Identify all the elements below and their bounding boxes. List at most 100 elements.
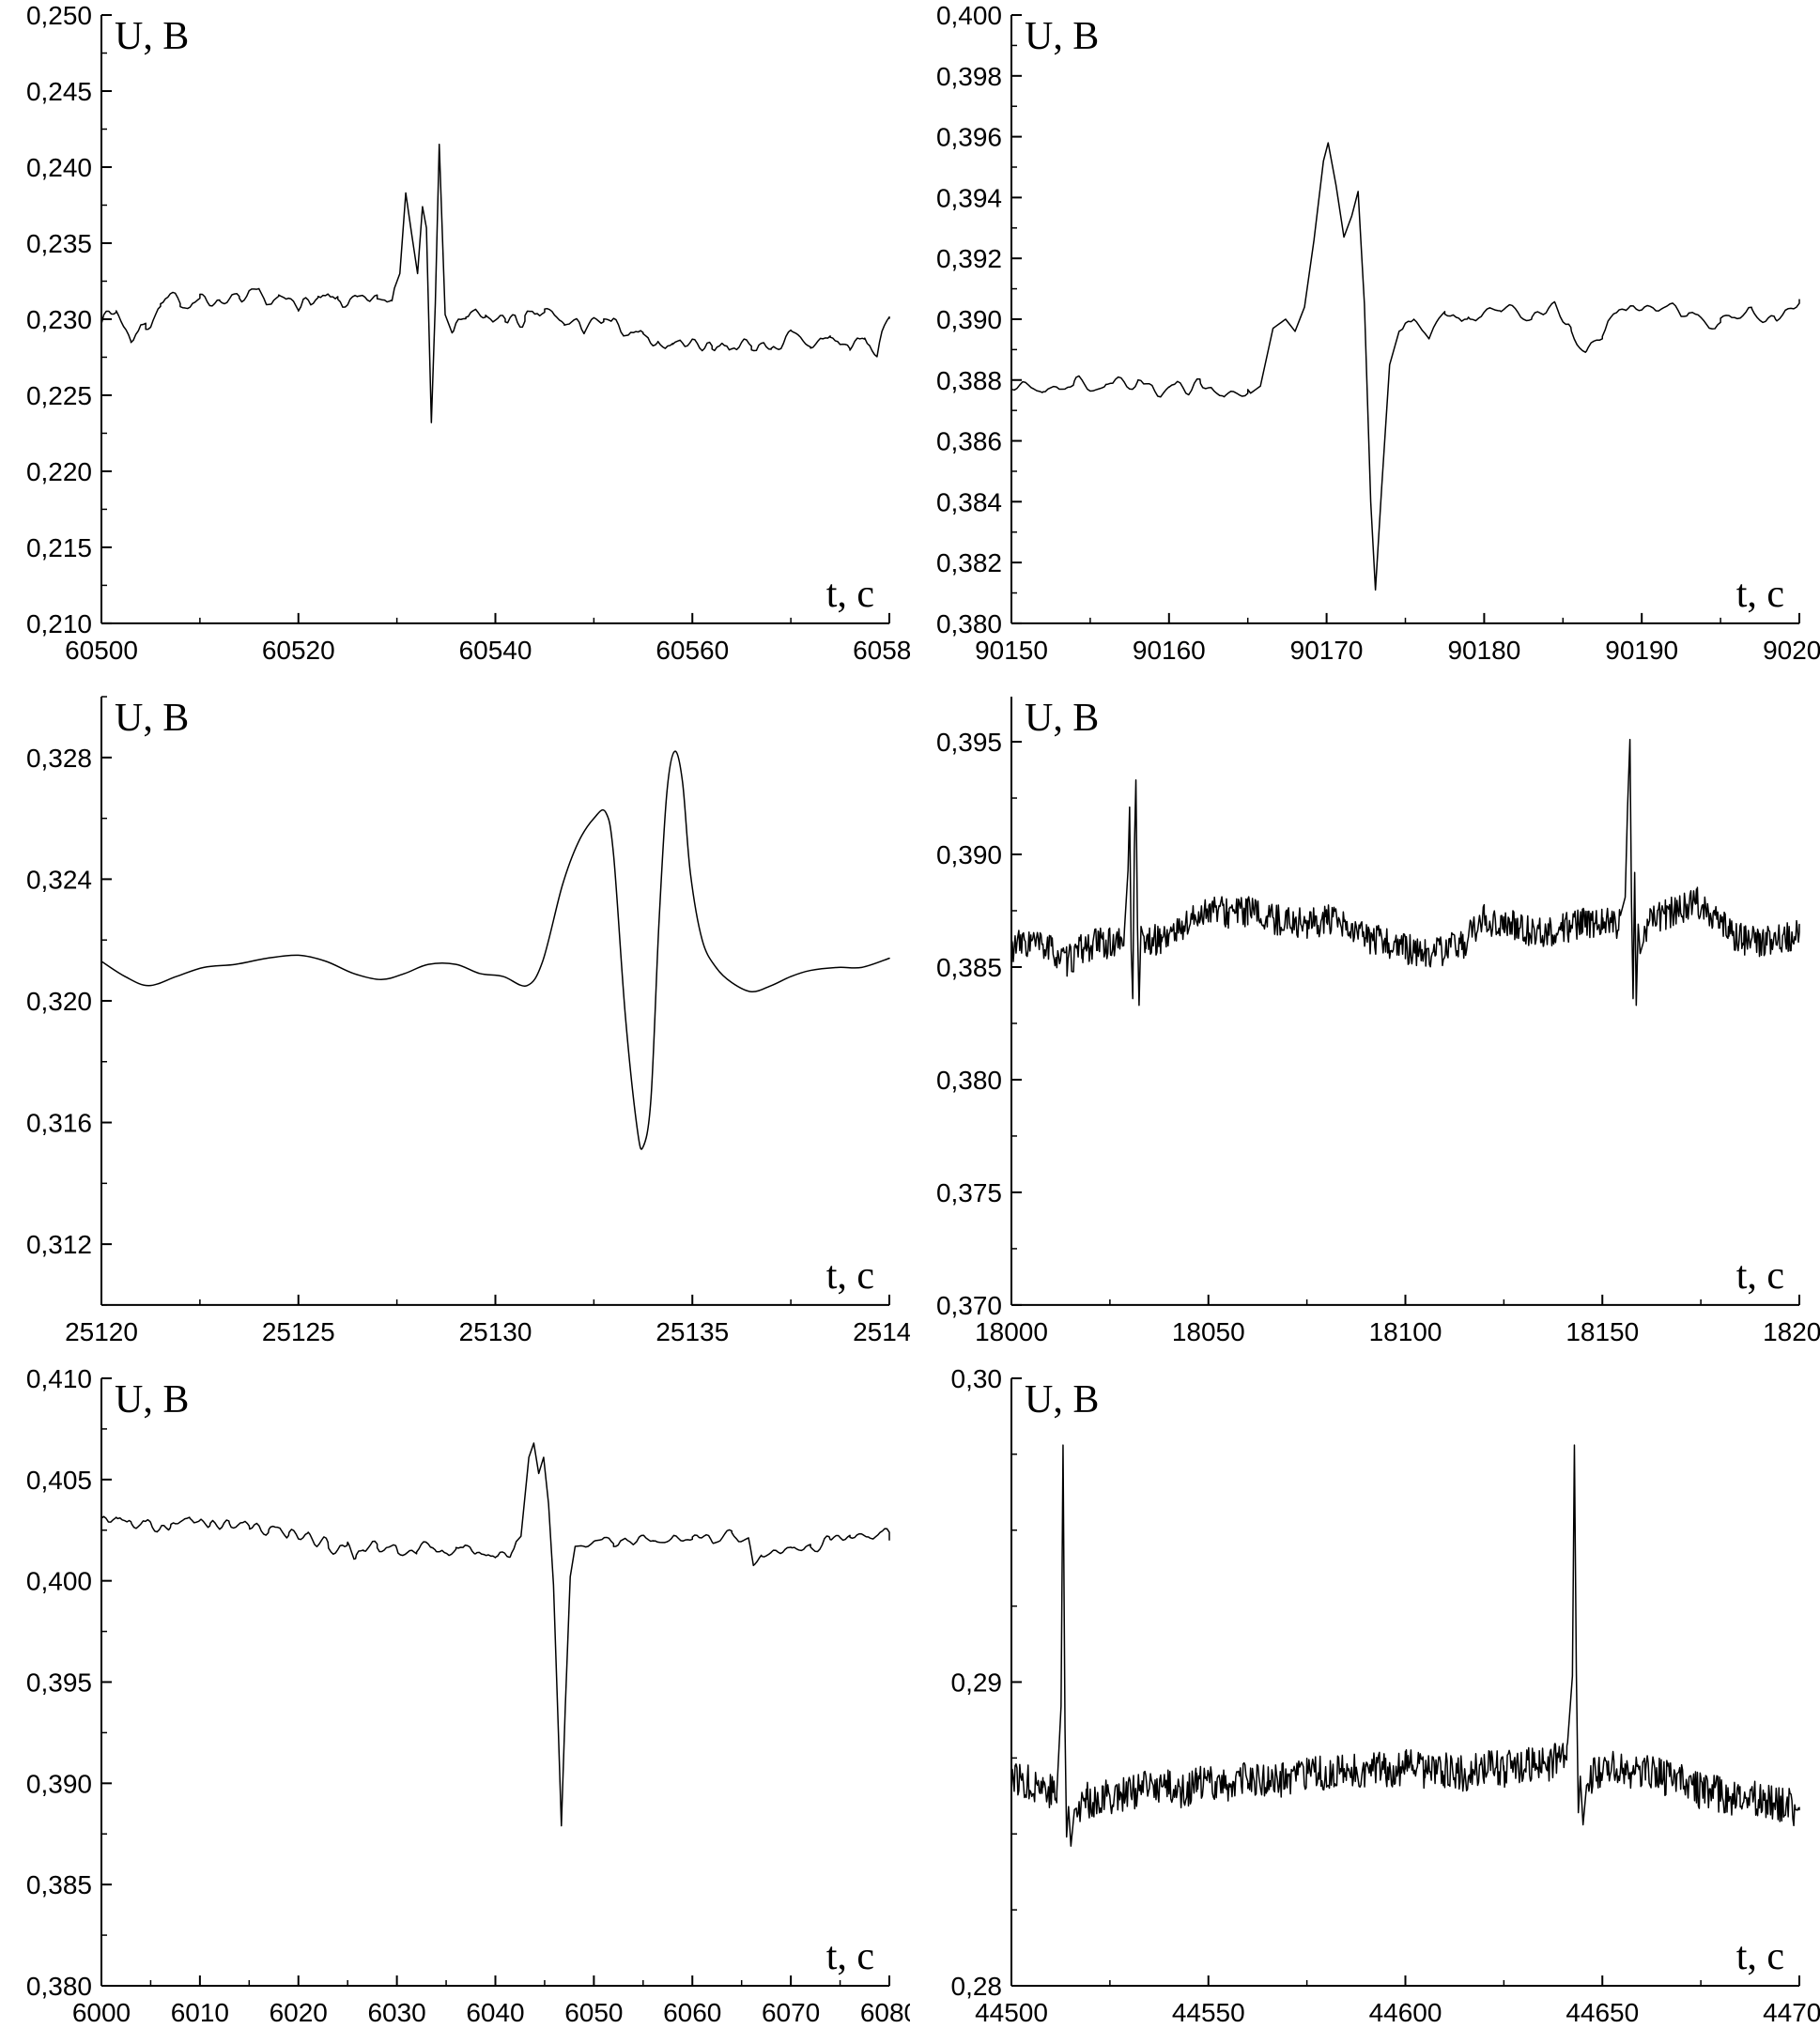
x-tick-label: 60560 [656, 636, 729, 665]
x-axis-title: t, с [826, 573, 874, 616]
x-axis-title: t, с [1736, 573, 1784, 616]
x-tick-label: 44650 [1566, 1998, 1639, 2027]
y-tick-label: 0,230 [26, 305, 92, 334]
y-tick-label: 0,390 [936, 840, 1002, 869]
signal-trace [100, 750, 890, 1150]
y-tick-label: 0,215 [26, 533, 92, 562]
y-tick-label: 0,320 [26, 987, 92, 1016]
x-tick-label: 6040 [466, 1998, 524, 2027]
y-tick-label: 0,324 [26, 865, 92, 894]
y-tick-label: 0,400 [26, 1567, 92, 1596]
x-tick-label: 90180 [1447, 636, 1520, 665]
y-axis-title: U, В [1025, 15, 1099, 58]
y-tick-label: 0,29 [951, 1668, 1003, 1698]
x-tick-label: 25135 [656, 1317, 729, 1346]
x-tick-label: 18000 [975, 1317, 1048, 1346]
y-tick-label: 0,390 [26, 1769, 92, 1798]
y-tick-label: 0,235 [26, 229, 92, 258]
x-tick-label: 90190 [1605, 636, 1678, 665]
y-tick-label: 0,382 [936, 548, 1002, 577]
y-tick-label: 0,240 [26, 153, 92, 182]
x-tick-label: 6070 [762, 1998, 820, 2027]
x-tick-label: 6050 [564, 1998, 623, 2027]
signal-trace [100, 1442, 890, 1827]
y-axis-title: U, В [115, 15, 189, 58]
signal-trace [1010, 142, 1800, 592]
x-tick-label: 6010 [171, 1998, 229, 2027]
x-tick-label: 18150 [1566, 1317, 1639, 1346]
y-tick-label: 0,410 [26, 1364, 92, 1393]
x-tick-label: 44600 [1369, 1998, 1442, 2027]
x-tick-label: 90170 [1290, 636, 1364, 665]
x-tick-label: 6000 [72, 1998, 131, 2027]
y-tick-label: 0,210 [26, 609, 92, 638]
x-tick-label: 6030 [367, 1998, 425, 2027]
y-axis-title: U, В [115, 697, 189, 740]
x-tick-label: 44550 [1172, 1998, 1245, 2027]
y-tick-label: 0,28 [951, 1972, 1003, 2001]
y-tick-label: 0,384 [936, 487, 1002, 516]
x-tick-label: 6060 [663, 1998, 721, 2027]
y-tick-label: 0,385 [936, 953, 1002, 982]
x-tick-label: 60500 [65, 636, 138, 665]
y-tick-label: 0,388 [936, 366, 1002, 395]
x-axis-title: t, с [826, 1254, 874, 1298]
y-tick-label: 0,250 [26, 1, 92, 30]
y-tick-label: 0,385 [26, 1870, 92, 1899]
x-tick-label: 18050 [1172, 1317, 1245, 1346]
y-tick-label: 0,380 [936, 609, 1002, 638]
x-tick-label: 44500 [975, 1998, 1048, 2027]
y-tick-label: 0,220 [26, 457, 92, 486]
x-tick-label: 25130 [459, 1317, 532, 1346]
y-tick-label: 0,395 [26, 1668, 92, 1698]
x-tick-label: 90150 [975, 636, 1048, 665]
x-tick-label: 60540 [459, 636, 532, 665]
x-tick-label: 25120 [65, 1317, 138, 1346]
y-tick-label: 0,225 [26, 381, 92, 410]
y-axis-title: U, В [1025, 1378, 1099, 1422]
y-axis-title: U, В [1025, 697, 1099, 740]
x-tick-label: 18100 [1369, 1317, 1442, 1346]
y-tick-label: 0,400 [936, 1, 1002, 30]
signal-trace [1010, 738, 1800, 1007]
y-tick-label: 0,370 [936, 1291, 1002, 1320]
y-tick-label: 0,245 [26, 77, 92, 106]
x-tick-label: 6020 [270, 1998, 328, 2027]
signal-trace [100, 143, 890, 423]
y-axis-title: U, В [115, 1378, 189, 1422]
y-tick-label: 0,398 [936, 62, 1002, 91]
y-tick-label: 0,380 [26, 1972, 92, 2001]
x-axis-title: t, с [1736, 1935, 1784, 1978]
x-tick-label: 90160 [1133, 636, 1206, 665]
y-tick-label: 0,396 [936, 123, 1002, 152]
y-tick-label: 0,328 [26, 744, 92, 773]
x-axis-title: t, с [1736, 1254, 1784, 1298]
y-tick-label: 0,30 [951, 1364, 1003, 1393]
y-tick-label: 0,394 [936, 183, 1002, 212]
y-tick-label: 0,312 [26, 1230, 92, 1259]
y-tick-label: 0,316 [26, 1109, 92, 1138]
signal-trace [1010, 1444, 1800, 1847]
x-tick-label: 60520 [262, 636, 335, 665]
y-tick-label: 0,375 [936, 1178, 1002, 1207]
y-tick-label: 0,386 [936, 427, 1002, 456]
y-tick-label: 0,395 [936, 728, 1002, 757]
